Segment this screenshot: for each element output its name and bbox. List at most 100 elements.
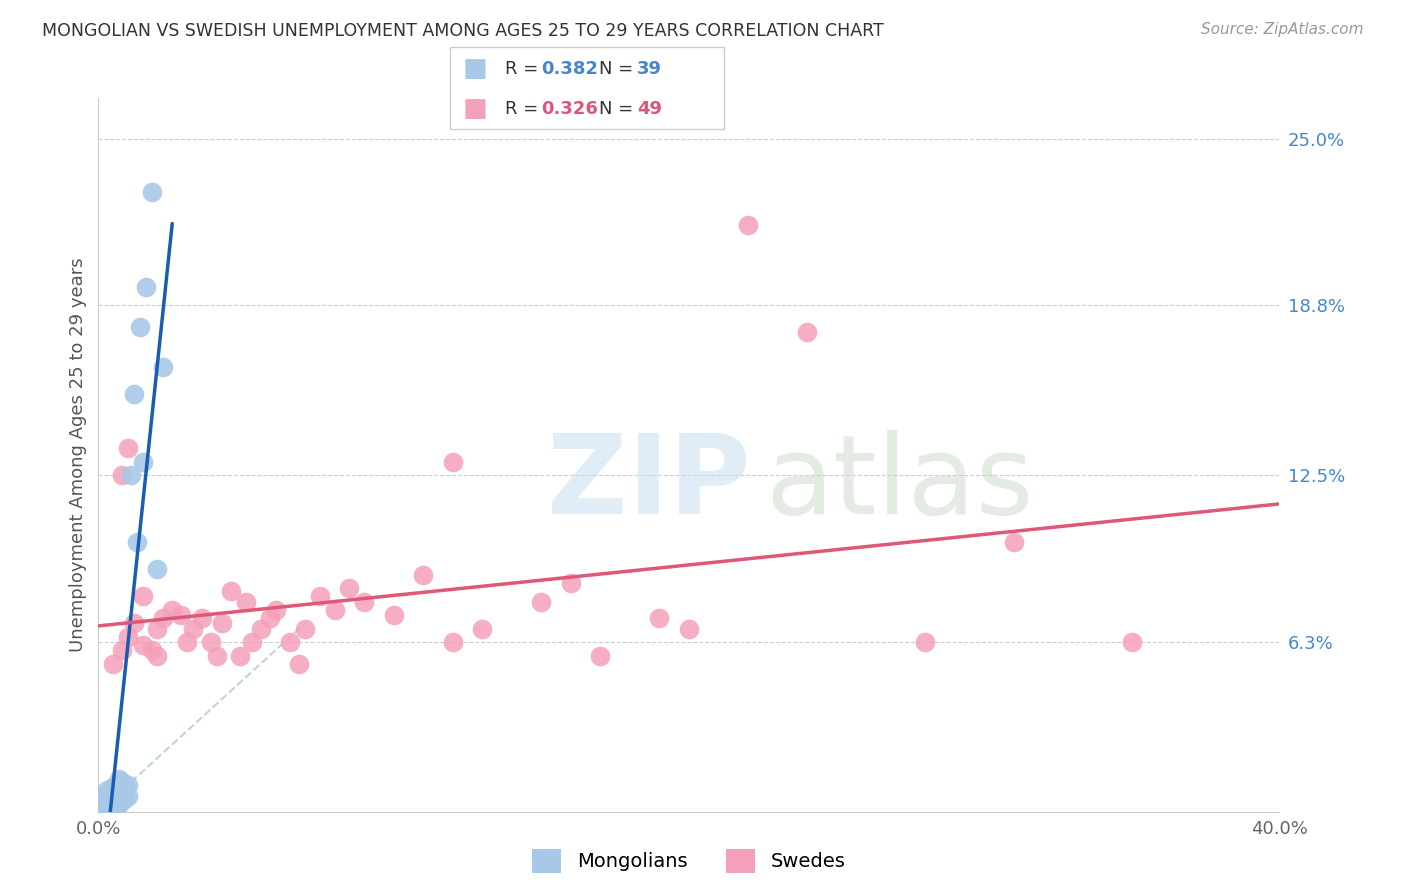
Point [135, 279, 157, 293]
Point [132, 455, 155, 469]
Point [211, 616, 233, 631]
Point [530, 595, 553, 609]
Point [111, 468, 134, 483]
Point [141, 643, 163, 657]
Text: ■: ■ [463, 95, 488, 122]
Text: atlas: atlas [766, 430, 1035, 537]
Text: MONGOLIAN VS SWEDISH UNEMPLOYMENT AMONG AGES 25 TO 29 YEARS CORRELATION CHART: MONGOLIAN VS SWEDISH UNEMPLOYMENT AMONG … [42, 22, 884, 40]
Point [114, 791, 136, 805]
Text: N =: N = [599, 61, 638, 78]
Point [103, 657, 125, 671]
Point [288, 657, 311, 671]
Legend: Mongolians, Swedes: Mongolians, Swedes [524, 841, 853, 880]
Text: R =: R = [505, 100, 544, 118]
Point [93, 802, 115, 816]
Point [441, 455, 464, 469]
Point [103, 799, 125, 814]
Point [117, 778, 139, 792]
Text: Source: ZipAtlas.com: Source: ZipAtlas.com [1201, 22, 1364, 37]
Point [191, 611, 214, 625]
Point [90, 794, 112, 808]
Point [111, 794, 134, 808]
Point [132, 638, 155, 652]
Point [1002, 535, 1025, 549]
Point [114, 780, 136, 795]
Text: ■: ■ [463, 56, 488, 82]
Point [111, 775, 134, 789]
Point [103, 780, 125, 795]
Point [146, 648, 169, 663]
Point [96, 794, 118, 808]
Point [259, 611, 281, 625]
Point [589, 648, 612, 663]
Text: 49: 49 [637, 100, 662, 118]
Point [648, 611, 671, 625]
Point [111, 643, 134, 657]
Point [111, 786, 134, 800]
Point [1121, 635, 1143, 649]
Point [412, 567, 434, 582]
Point [737, 218, 759, 232]
Point [141, 186, 163, 200]
Point [128, 320, 150, 334]
Point [170, 608, 193, 623]
Point [98, 786, 121, 800]
Point [162, 603, 183, 617]
Text: R =: R = [505, 61, 544, 78]
Point [309, 589, 332, 603]
Point [146, 622, 169, 636]
Point [152, 360, 174, 375]
Point [132, 589, 155, 603]
Text: 0.382: 0.382 [541, 61, 599, 78]
Point [98, 797, 121, 811]
Point [176, 635, 198, 649]
Text: ZIP: ZIP [547, 430, 751, 537]
Point [560, 575, 582, 590]
Point [235, 595, 257, 609]
Y-axis label: Unemployment Among Ages 25 to 29 years: Unemployment Among Ages 25 to 29 years [69, 258, 87, 652]
Point [264, 603, 287, 617]
Point [120, 468, 142, 483]
Point [93, 789, 115, 803]
Point [146, 562, 169, 576]
Point [278, 635, 302, 649]
Point [323, 603, 346, 617]
Point [200, 635, 222, 649]
Point [471, 622, 494, 636]
Point [117, 789, 139, 803]
Point [108, 783, 131, 797]
Point [678, 622, 700, 636]
Point [103, 789, 125, 803]
Text: N =: N = [599, 100, 638, 118]
Point [103, 794, 125, 808]
Point [108, 797, 131, 811]
Point [105, 778, 128, 792]
Point [250, 622, 273, 636]
Point [93, 797, 115, 811]
Point [240, 635, 263, 649]
Point [117, 630, 139, 644]
Point [796, 326, 818, 340]
Point [205, 648, 228, 663]
Point [219, 583, 242, 598]
Point [117, 441, 139, 455]
Point [294, 622, 316, 636]
Point [229, 648, 252, 663]
Point [108, 791, 131, 805]
Point [105, 799, 128, 814]
Point [90, 799, 112, 814]
Point [108, 772, 131, 787]
Point [181, 622, 204, 636]
Point [105, 794, 128, 808]
Text: 0.326: 0.326 [541, 100, 598, 118]
Point [353, 595, 375, 609]
Point [122, 387, 145, 401]
Point [125, 535, 148, 549]
Point [96, 783, 118, 797]
Point [105, 786, 128, 800]
Point [382, 608, 405, 623]
Point [339, 581, 360, 595]
Text: 39: 39 [637, 61, 662, 78]
Point [122, 616, 145, 631]
Point [441, 635, 464, 649]
